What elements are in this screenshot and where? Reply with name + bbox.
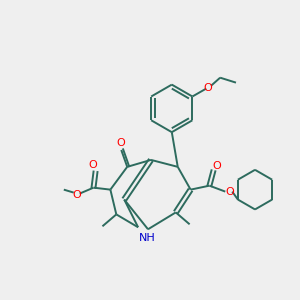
Text: O: O [88,160,97,170]
Text: O: O [225,187,234,196]
Text: O: O [116,138,125,148]
Text: O: O [204,82,213,93]
Text: O: O [212,161,221,171]
Text: O: O [72,190,81,200]
Text: NH: NH [139,233,155,243]
